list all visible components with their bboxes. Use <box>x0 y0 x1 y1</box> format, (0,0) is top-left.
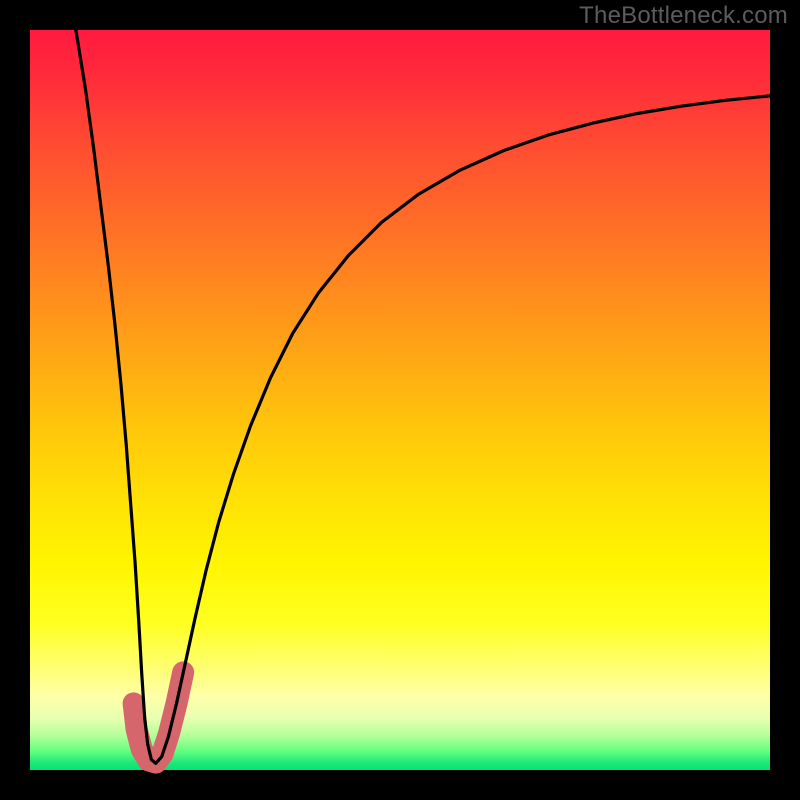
chart-container: TheBottleneck.com <box>0 0 800 800</box>
chart-svg <box>0 0 800 800</box>
watermark-text: TheBottleneck.com <box>579 2 788 30</box>
